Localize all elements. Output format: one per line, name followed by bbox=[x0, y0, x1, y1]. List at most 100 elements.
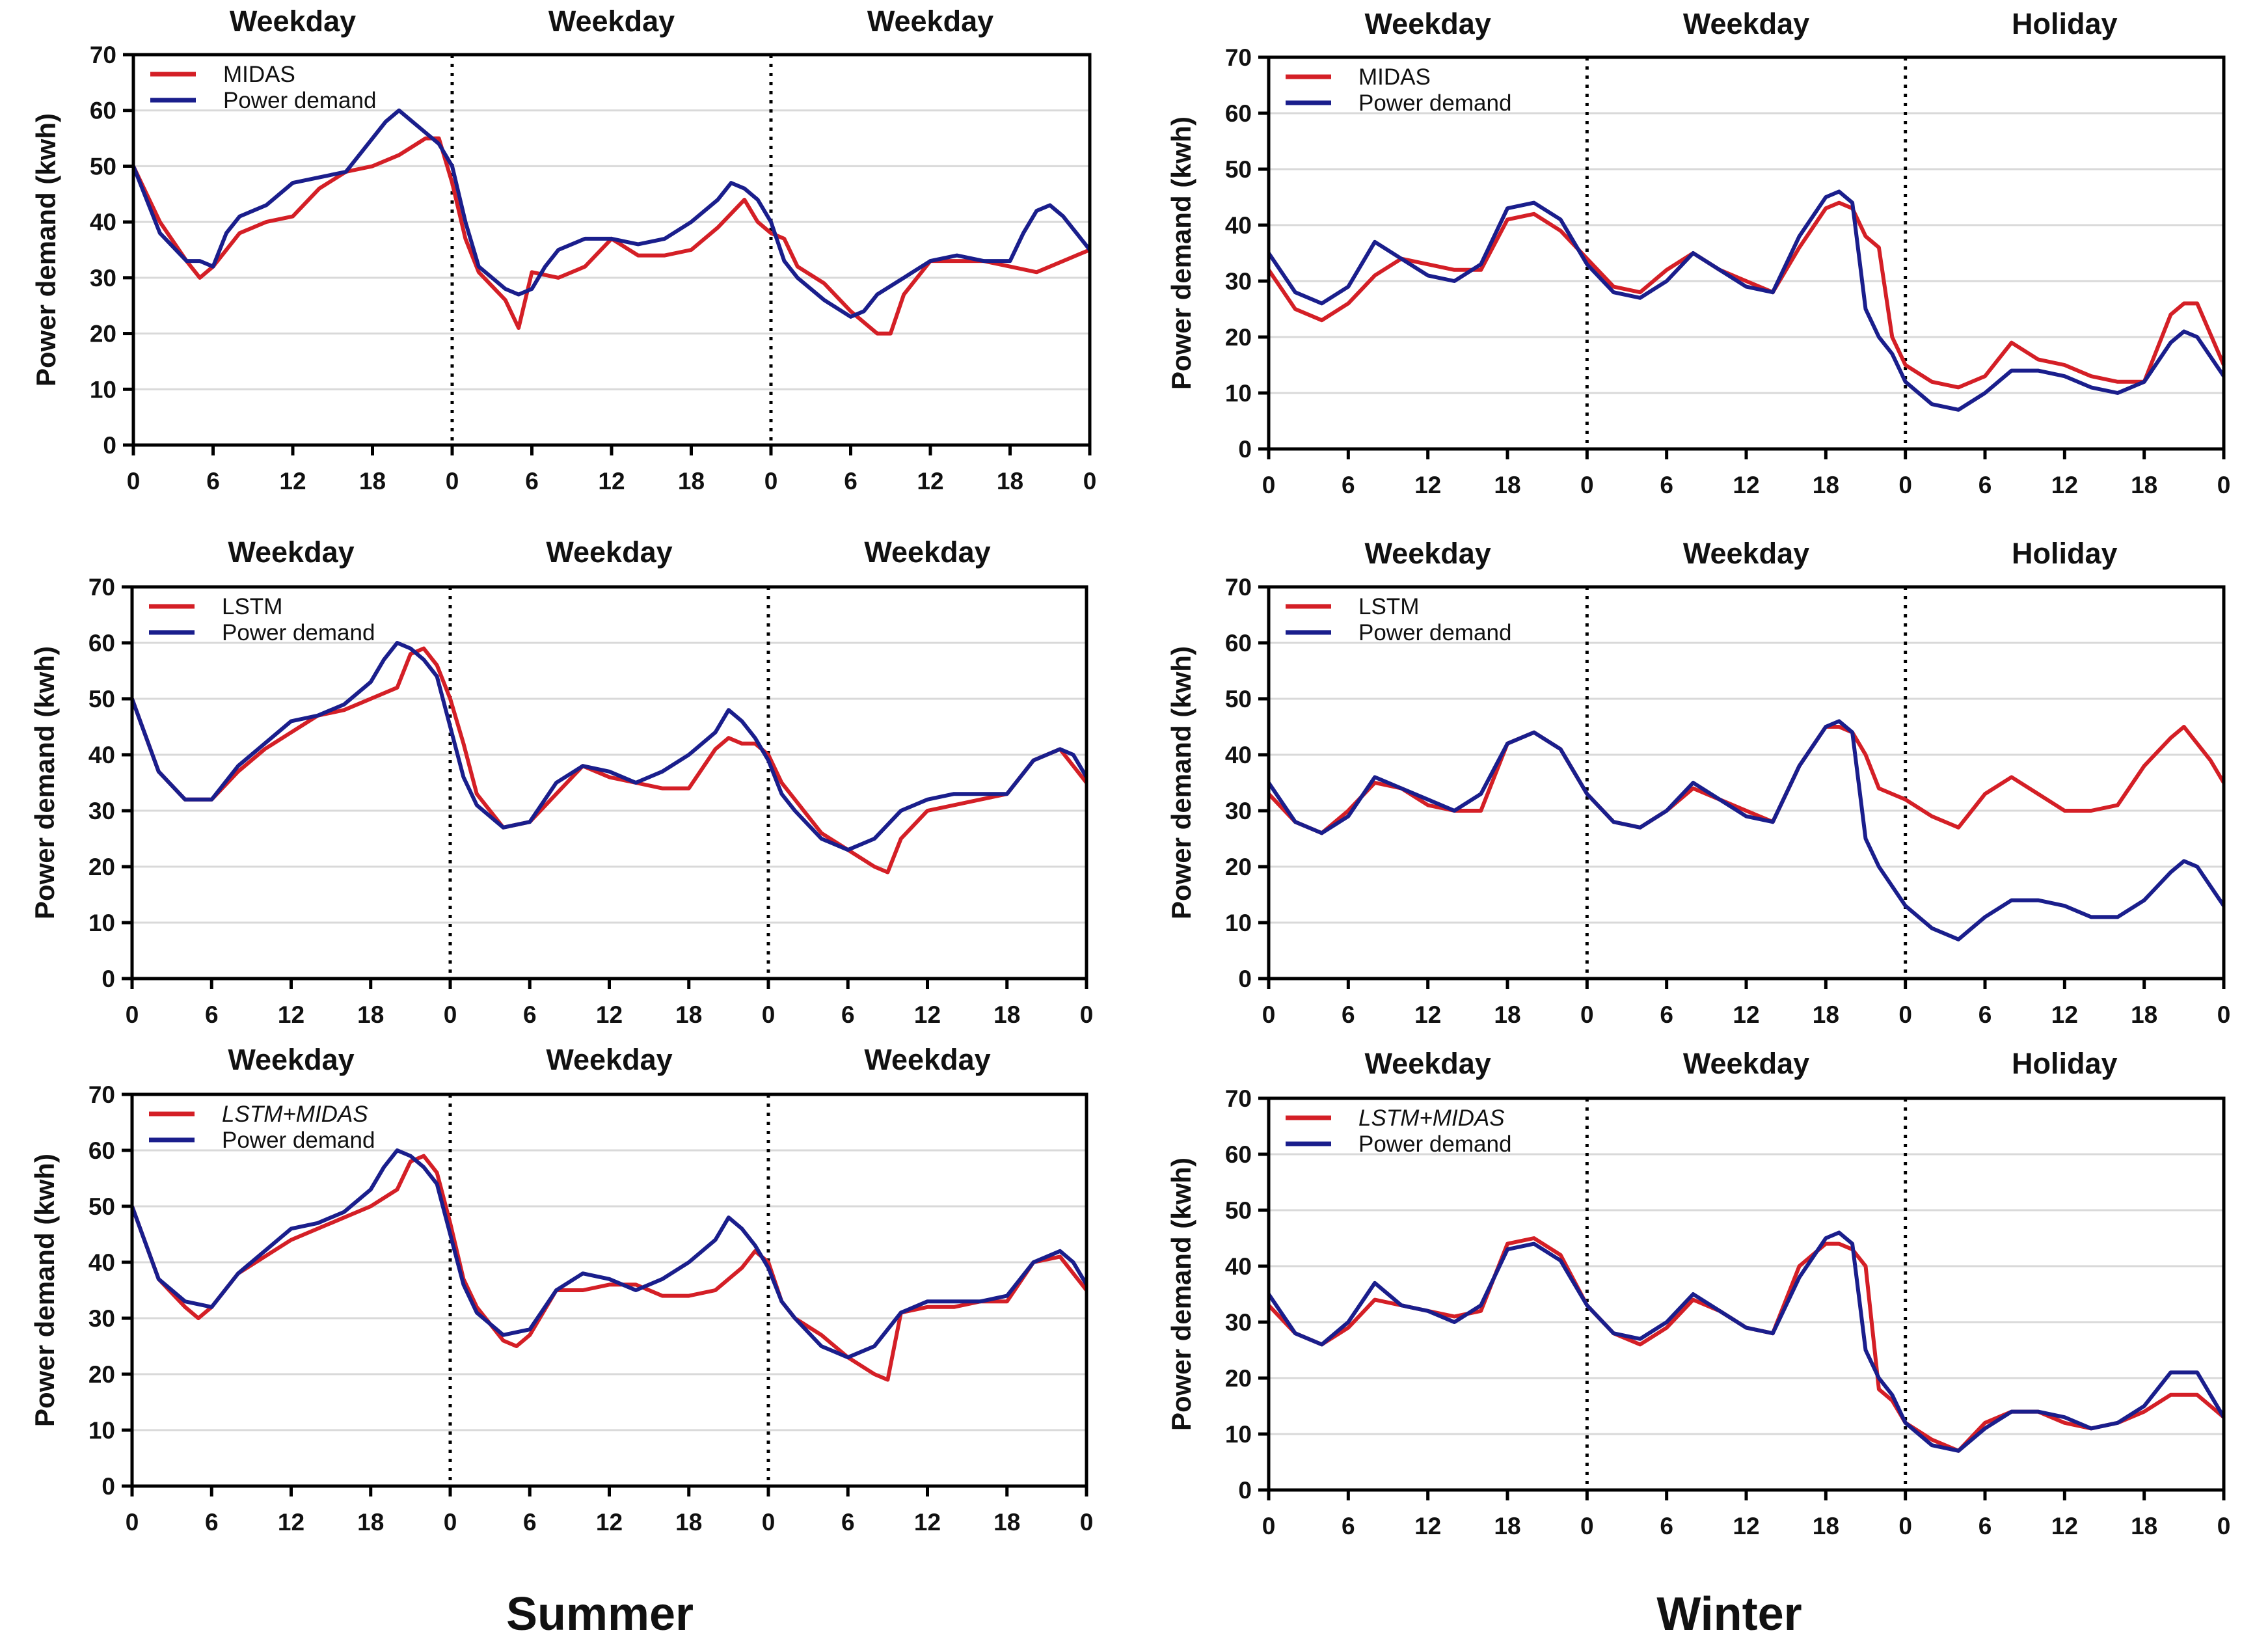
y-tick-label: 0 bbox=[1238, 966, 1252, 992]
day-label: Weekday bbox=[230, 5, 356, 38]
series-line-model bbox=[130, 646, 1088, 874]
series-line-demand bbox=[131, 108, 1092, 319]
x-tick-label: 18 bbox=[2131, 472, 2157, 498]
y-tick-label: 10 bbox=[1225, 1421, 1252, 1448]
series-line-demand bbox=[1267, 719, 2226, 941]
x-tick-label: 12 bbox=[598, 468, 625, 494]
x-tick-label: 0 bbox=[444, 1509, 457, 1536]
y-tick-label: 30 bbox=[88, 1305, 115, 1332]
chart-panel-summer-lstm-midas: 0 10 20 30 40 50 60 70 0 6 12 18 0 6 12 18 0 6 12 18 0 Power … bbox=[29, 1043, 1093, 1536]
y-tick-label: 40 bbox=[1225, 742, 1252, 768]
y-axis-title: Power demand (kwh) bbox=[31, 113, 61, 386]
y-tick-label: 20 bbox=[1225, 854, 1252, 880]
x-tick-label: 6 bbox=[1978, 472, 1992, 498]
series-line-demand bbox=[1267, 1230, 2226, 1453]
x-tick-label: 18 bbox=[1494, 472, 1520, 498]
legend-label-model: LSTM bbox=[1358, 594, 1419, 619]
x-tick-label: 12 bbox=[1733, 1001, 1759, 1028]
x-tick-label: 12 bbox=[914, 1001, 941, 1028]
y-axis-title: Power demand (kwh) bbox=[29, 1154, 60, 1427]
day-label: Weekday bbox=[546, 1043, 672, 1076]
x-tick-label: 6 bbox=[206, 468, 220, 494]
y-tick-label: 60 bbox=[88, 630, 115, 657]
legend-label-demand: Power demand bbox=[1358, 90, 1511, 116]
y-tick-label: 20 bbox=[88, 854, 115, 880]
y-tick-label: 70 bbox=[90, 42, 116, 68]
y-axis-title: Power demand (kwh) bbox=[29, 646, 60, 919]
x-tick-label: 18 bbox=[997, 468, 1023, 494]
x-tick-label: 0 bbox=[2217, 1001, 2231, 1028]
y-tick-label: 70 bbox=[88, 1081, 115, 1108]
y-tick-label: 30 bbox=[88, 798, 115, 824]
day-label: Weekday bbox=[548, 5, 675, 38]
day-label: Weekday bbox=[1683, 1047, 1809, 1080]
y-tick-label: 0 bbox=[1238, 436, 1252, 463]
x-tick-label: 6 bbox=[1342, 1513, 1355, 1539]
y-tick-label: 30 bbox=[1225, 268, 1252, 295]
y-tick-label: 0 bbox=[101, 1473, 115, 1500]
y-tick-label: 20 bbox=[90, 321, 116, 347]
legend-label-model: MIDAS bbox=[223, 62, 295, 87]
x-tick-label: 18 bbox=[993, 1509, 1020, 1536]
x-tick-label: 12 bbox=[917, 468, 943, 494]
x-tick-label: 12 bbox=[1733, 472, 1759, 498]
x-tick-label: 0 bbox=[126, 1509, 139, 1536]
x-tick-label: 12 bbox=[596, 1001, 623, 1028]
day-label: Weekday bbox=[1683, 7, 1809, 40]
x-tick-label: 12 bbox=[2051, 1001, 2078, 1028]
x-tick-label: 0 bbox=[1262, 472, 1276, 498]
chart-panel-winter-midas: 0 10 20 30 40 50 60 70 0 6 12 18 0 6 12 18 0 6 12 18 0 Power … bbox=[1166, 7, 2230, 498]
x-tick-label: 0 bbox=[1898, 1001, 1912, 1028]
series-line-model bbox=[1267, 1236, 2225, 1453]
x-tick-label: 6 bbox=[841, 1001, 855, 1028]
x-tick-label: 0 bbox=[762, 1001, 776, 1028]
plot-frame bbox=[1267, 585, 2226, 981]
x-tick-label: 12 bbox=[278, 1509, 304, 1536]
y-tick-label: 0 bbox=[101, 966, 115, 992]
x-tick-label: 6 bbox=[523, 1001, 537, 1028]
legend-label-model: LSTM+MIDAS bbox=[222, 1102, 368, 1127]
x-tick-label: 0 bbox=[764, 468, 778, 494]
x-tick-label: 0 bbox=[446, 468, 459, 494]
y-tick-label: 10 bbox=[88, 1417, 115, 1444]
x-tick-label: 12 bbox=[914, 1509, 941, 1536]
x-tick-label: 6 bbox=[841, 1509, 855, 1536]
y-tick-label: 50 bbox=[1225, 686, 1252, 712]
chart-panel-winter-lstm: 0 10 20 30 40 50 60 70 0 6 12 18 0 6 12 18 0 6 12 18 0 Power … bbox=[1166, 537, 2230, 1028]
x-tick-label: 12 bbox=[1414, 1001, 1441, 1028]
series-line-demand bbox=[1267, 189, 2226, 412]
legend-label-demand: Power demand bbox=[222, 1128, 375, 1153]
chart-panel-summer-lstm: 0 10 20 30 40 50 60 70 0 6 12 18 0 6 12 18 0 6 12 18 0 Power … bbox=[29, 535, 1093, 1028]
plot-frame bbox=[130, 1092, 1088, 1488]
x-tick-label: 12 bbox=[1414, 1513, 1441, 1539]
x-tick-label: 12 bbox=[2051, 472, 2078, 498]
y-tick-label: 30 bbox=[90, 265, 116, 291]
y-tick-label: 20 bbox=[1225, 1365, 1252, 1392]
y-tick-label: 40 bbox=[88, 742, 115, 768]
y-tick-label: 50 bbox=[90, 153, 116, 180]
x-tick-label: 6 bbox=[1342, 1001, 1355, 1028]
y-tick-label: 0 bbox=[1238, 1477, 1252, 1504]
legend-label-model: MIDAS bbox=[1358, 64, 1431, 90]
x-tick-label: 0 bbox=[1580, 1513, 1594, 1539]
day-label: Weekday bbox=[867, 5, 993, 38]
y-tick-label: 40 bbox=[1225, 212, 1252, 239]
x-tick-label: 0 bbox=[1262, 1001, 1276, 1028]
x-tick-label: 6 bbox=[844, 468, 857, 494]
x-tick-label: 0 bbox=[1580, 1001, 1594, 1028]
y-tick-label: 60 bbox=[1225, 1141, 1252, 1168]
x-tick-label: 18 bbox=[675, 1001, 702, 1028]
plot-frame bbox=[1267, 1096, 2226, 1492]
y-tick-label: 10 bbox=[88, 910, 115, 936]
y-tick-label: 70 bbox=[1225, 1085, 1252, 1112]
x-tick-label: 6 bbox=[1978, 1513, 1992, 1539]
x-tick-label: 12 bbox=[1414, 472, 1441, 498]
legend-label-model: LSTM bbox=[222, 594, 282, 619]
x-tick-label: 6 bbox=[205, 1509, 219, 1536]
x-tick-label: 0 bbox=[127, 468, 141, 494]
y-tick-label: 50 bbox=[1225, 1197, 1252, 1224]
x-tick-label: 6 bbox=[205, 1001, 219, 1028]
y-tick-label: 20 bbox=[1225, 324, 1252, 351]
y-tick-label: 50 bbox=[88, 686, 115, 712]
y-tick-label: 70 bbox=[88, 574, 115, 601]
